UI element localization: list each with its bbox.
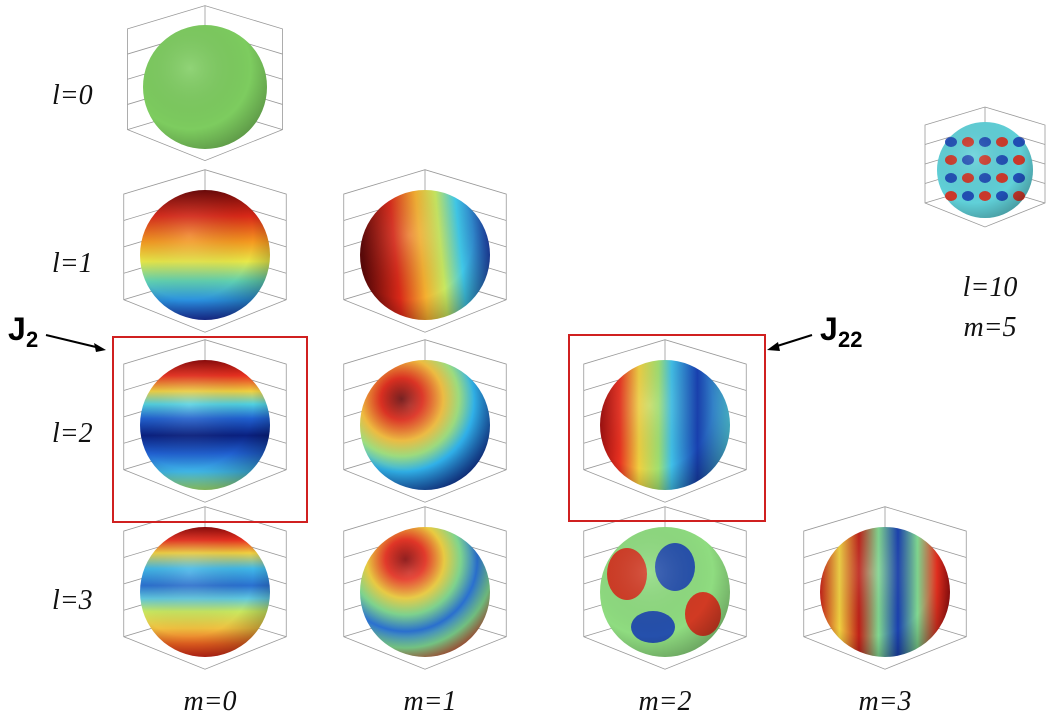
sphere-shade bbox=[820, 527, 950, 657]
callout-subscript: 22 bbox=[838, 327, 862, 352]
row-label: l=3 bbox=[52, 585, 93, 616]
sphere-shade bbox=[937, 122, 1033, 218]
row-label: l=2 bbox=[52, 418, 93, 449]
extra-m-label: m=5 bbox=[963, 312, 1016, 343]
arrow bbox=[46, 335, 100, 348]
callout-symbol: J bbox=[8, 311, 26, 347]
arrow bbox=[774, 335, 812, 347]
callout-subscript: 2 bbox=[26, 327, 38, 352]
sphere-shade bbox=[143, 25, 267, 149]
sphere-shade bbox=[600, 527, 730, 657]
sphere-shade bbox=[360, 360, 490, 490]
sphere-shade bbox=[360, 190, 490, 320]
callout-symbol: J bbox=[820, 311, 838, 347]
column-label: m=2 bbox=[638, 686, 691, 717]
arrowhead bbox=[94, 343, 106, 352]
sphere-shade bbox=[360, 527, 490, 657]
extra-l-label: l=10 bbox=[963, 272, 1018, 303]
sphere-shade bbox=[140, 360, 270, 490]
arrowhead bbox=[767, 342, 780, 351]
column-label: m=1 bbox=[403, 686, 456, 717]
diagram: l=0 l=1 l=2 l=3 m=0 m=1 m=2 m=3 l=10 m=5… bbox=[0, 0, 1060, 719]
column-label: m=3 bbox=[858, 686, 911, 717]
sphere-shade bbox=[600, 360, 730, 490]
sphere-shade bbox=[140, 190, 270, 320]
row-label: l=0 bbox=[52, 80, 93, 111]
row-label: l=1 bbox=[52, 248, 93, 279]
sphere-shade bbox=[140, 527, 270, 657]
column-label: m=0 bbox=[183, 686, 236, 717]
